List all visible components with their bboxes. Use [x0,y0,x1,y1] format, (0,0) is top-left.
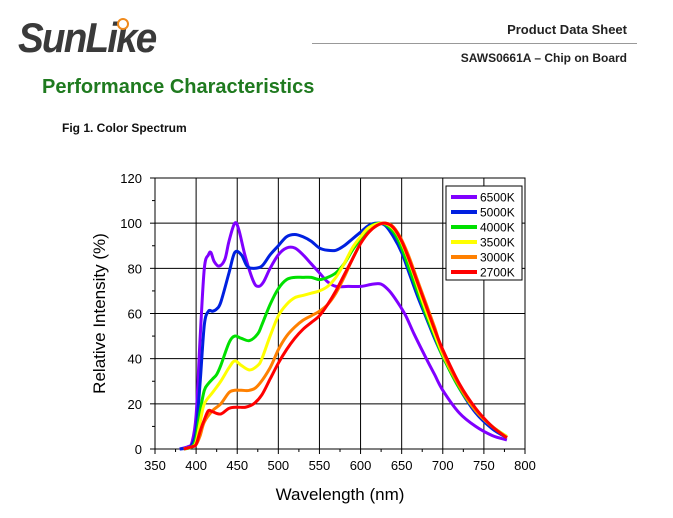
x-tick-label: 550 [309,458,331,473]
x-tick-label: 700 [432,458,454,473]
legend-label: 2700K [480,266,515,280]
legend-label: 5000K [480,206,515,220]
document-type: Product Data Sheet [507,22,627,37]
y-tick-label: 60 [128,307,142,322]
section-title: Performance Characteristics [42,76,315,98]
legend-box [445,185,523,281]
legend-label: 6500K [480,191,515,205]
y-tick-label: 20 [128,397,142,412]
y-tick-label: 0 [135,442,142,457]
y-tick-label: 80 [128,261,142,276]
y-tick-label: 100 [120,216,142,231]
x-tick-label: 450 [226,458,248,473]
product-name: SAWS0661A – Chip on Board [460,51,627,65]
series-line-4000K [183,221,508,451]
x-tick-label: 500 [267,458,289,473]
x-tick-label: 750 [473,458,495,473]
y-tick-label: 120 [120,171,142,186]
x-tick-label: 600 [350,458,372,473]
figure-caption: Fig 1. Color Spectrum [62,121,187,135]
sunlike-logo: SunLike [18,14,157,61]
series-line-2700K [183,221,508,451]
legend-label: 4000K [480,221,515,235]
x-tick-label: 350 [144,458,166,473]
y-tick-label: 40 [128,352,142,367]
x-tick-label: 800 [514,458,536,473]
x-tick-label: 650 [391,458,413,473]
y-axis-title: Relative Intensity (%) [90,233,109,394]
logo-ring-icon [117,18,129,30]
x-axis-title: Wavelength (nm) [276,485,405,504]
series-line-6500K [179,221,508,451]
x-tick-label: 400 [185,458,207,473]
legend-label: 3500K [480,236,515,250]
series-line-3500K [183,221,508,451]
legend-label: 3000K [480,251,515,265]
header-divider [312,43,637,44]
